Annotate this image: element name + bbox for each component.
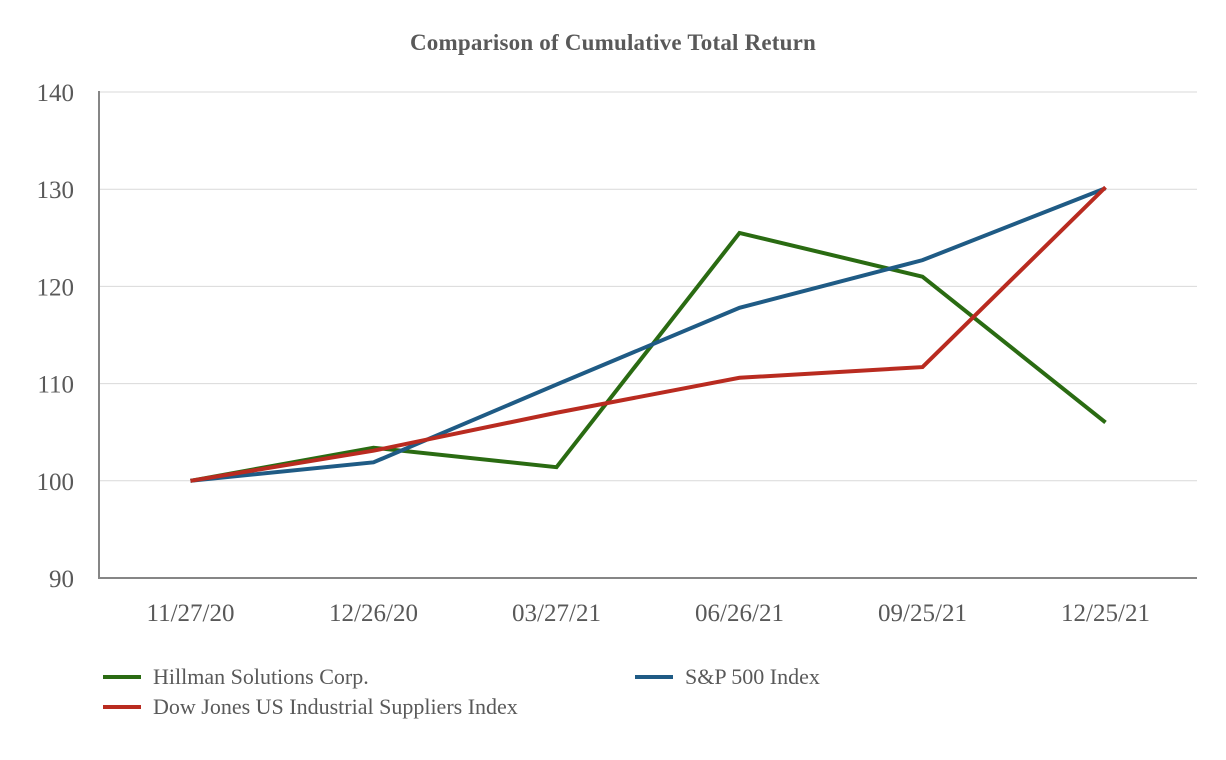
y-tick-label: 130 bbox=[37, 177, 75, 204]
y-tick-label: 140 bbox=[37, 80, 75, 107]
x-tick-label: 12/26/20 bbox=[329, 600, 418, 627]
x-axis-tick-labels: 11/27/20 12/26/20 03/27/21 06/26/21 09/25/21… bbox=[147, 600, 1150, 627]
series-line-1 bbox=[190, 186, 1107, 483]
y-tick-label: 120 bbox=[37, 274, 75, 301]
y-tick-label: 90 bbox=[49, 566, 74, 593]
legend-item-dowjones: Dow Jones US Industrial Suppliers Index bbox=[103, 694, 635, 720]
legend-swatch-hillman-icon bbox=[103, 675, 141, 679]
x-tick-label: 06/26/21 bbox=[695, 600, 784, 627]
x-tick-label: 11/27/20 bbox=[147, 600, 235, 627]
legend-label-dowjones: Dow Jones US Industrial Suppliers Index bbox=[153, 694, 518, 719]
y-tick-label: 100 bbox=[37, 469, 75, 496]
y-gridlines bbox=[99, 91, 1197, 482]
legend-item-sp500: S&P 500 Index bbox=[635, 664, 820, 690]
y-axis-tick-labels: 90 100 110 120 130 140 bbox=[37, 80, 75, 593]
legend-label-sp500: S&P 500 Index bbox=[685, 664, 820, 689]
chart-legend: Hillman Solutions Corp. S&P 500 Index Do… bbox=[103, 662, 820, 722]
x-tick-label: 03/27/21 bbox=[512, 600, 601, 627]
x-tick-label: 12/25/21 bbox=[1061, 600, 1150, 627]
legend-item-hillman: Hillman Solutions Corp. bbox=[103, 664, 635, 690]
legend-swatch-sp500-icon bbox=[635, 675, 673, 679]
legend-swatch-dowjones-icon bbox=[103, 705, 141, 709]
line-chart: 90 100 110 120 130 140 11/27/20 12/26/20 03/27/2… bbox=[37, 80, 1197, 627]
legend-label-hillman: Hillman Solutions Corp. bbox=[153, 664, 369, 689]
y-tick-label: 110 bbox=[37, 372, 74, 399]
series-line-2 bbox=[190, 185, 1107, 483]
series-line-0 bbox=[190, 230, 1107, 483]
chart-title: Comparison of Cumulative Total Return bbox=[409, 30, 817, 55]
x-tick-label: 09/25/21 bbox=[878, 600, 967, 627]
